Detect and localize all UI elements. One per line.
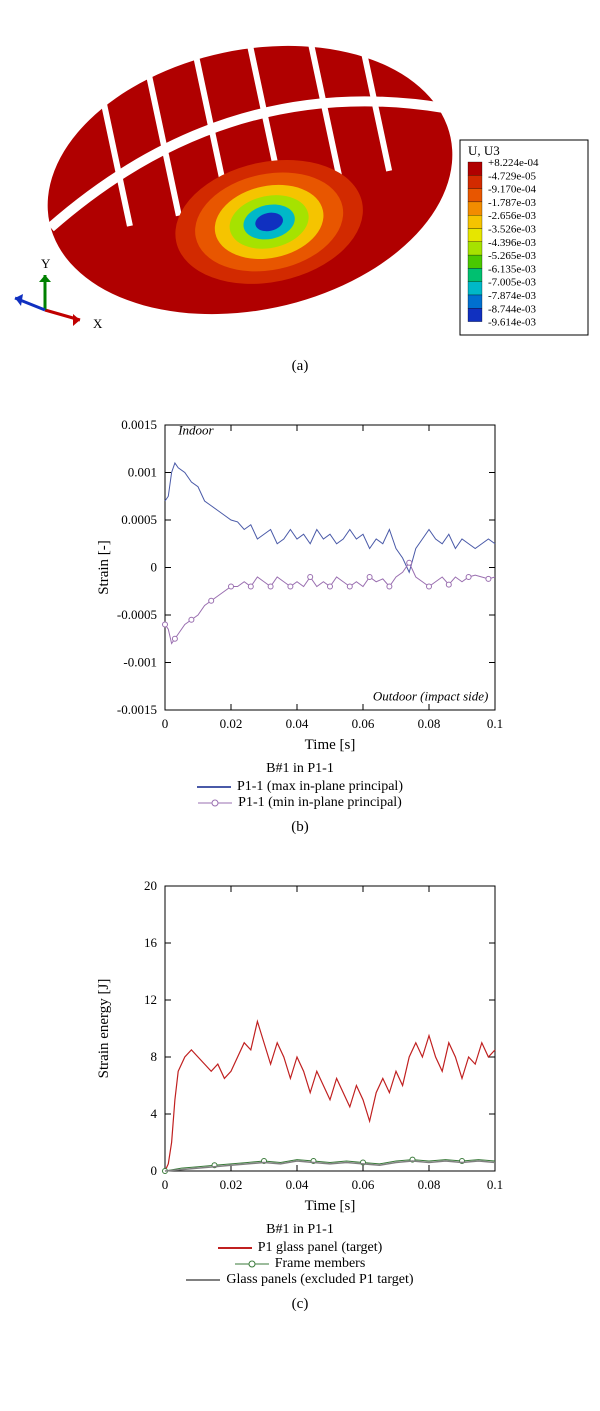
svg-text:20: 20	[144, 878, 157, 893]
svg-text:-0.0005: -0.0005	[117, 607, 157, 622]
svg-text:0.06: 0.06	[352, 1177, 375, 1192]
svg-text:-9.614e-03: -9.614e-03	[488, 317, 536, 329]
svg-text:Strain energy [J]: Strain energy [J]	[96, 979, 112, 1079]
svg-text:0.001: 0.001	[128, 465, 157, 480]
svg-text:-3.526e-03: -3.526e-03	[488, 224, 536, 236]
panel-b-legend: B#1 in P1-1 P1-1 (max in-plane principal…	[10, 761, 590, 811]
svg-text:0: 0	[151, 560, 158, 575]
svg-text:16: 16	[144, 935, 158, 950]
legend-entry: Glass panels (excluded P1 target)	[10, 1272, 590, 1288]
svg-text:U, U3: U, U3	[468, 143, 500, 158]
legend-entry: P1-1 (max in-plane principal)	[10, 779, 590, 795]
svg-text:0.1: 0.1	[487, 716, 503, 731]
panel-c: 0 0.02 0.04 0.06 0.08 0.1 0 4 8 12 16 20 Time [s] Str…	[10, 876, 590, 1313]
panel-a-label: (a)	[10, 358, 590, 375]
energy-chart: 0 0.02 0.04 0.06 0.08 0.1 0 4 8 12 16 20 Time [s] Str…	[90, 876, 510, 1216]
svg-text:0.08: 0.08	[418, 1177, 441, 1192]
svg-text:8: 8	[151, 1049, 158, 1064]
svg-text:0: 0	[162, 716, 169, 731]
svg-text:-4.396e-03: -4.396e-03	[488, 237, 536, 249]
svg-text:+8.224e-04: +8.224e-04	[488, 157, 539, 169]
svg-text:0.06: 0.06	[352, 716, 375, 731]
svg-text:0.08: 0.08	[418, 716, 441, 731]
svg-text:Y: Y	[41, 256, 51, 271]
svg-text:Indoor: Indoor	[177, 423, 214, 438]
svg-text:-5.265e-03: -5.265e-03	[488, 250, 536, 262]
svg-text:-7.874e-03: -7.874e-03	[488, 290, 536, 302]
panel-c-legend: B#1 in P1-1 P1 glass panel (target)Frame…	[10, 1222, 590, 1288]
svg-text:-8.744e-03: -8.744e-03	[488, 303, 536, 315]
svg-text:0: 0	[162, 1177, 169, 1192]
svg-text:0.04: 0.04	[286, 716, 309, 731]
svg-text:0.1: 0.1	[487, 1177, 503, 1192]
panel-b-label: (b)	[10, 819, 590, 836]
svg-text:X: X	[93, 316, 103, 331]
svg-text:-9.170e-04: -9.170e-04	[488, 184, 536, 196]
legend-entry: Frame members	[10, 1256, 590, 1272]
svg-text:-0.001: -0.001	[123, 655, 157, 670]
svg-text:4: 4	[151, 1106, 158, 1121]
svg-text:0.0015: 0.0015	[121, 417, 157, 432]
svg-text:12: 12	[144, 992, 157, 1007]
svg-text:0.02: 0.02	[220, 1177, 243, 1192]
svg-text:-2.656e-03: -2.656e-03	[488, 210, 536, 222]
svg-text:-0.0015: -0.0015	[117, 702, 157, 717]
svg-text:0.0005: 0.0005	[121, 512, 157, 527]
legend-c-title: B#1 in P1-1	[10, 1222, 590, 1238]
svg-text:Time [s]: Time [s]	[305, 1198, 356, 1214]
svg-text:0.04: 0.04	[286, 1177, 309, 1192]
legend-entry: P1 glass panel (target)	[10, 1240, 590, 1256]
svg-text:-1.787e-03: -1.787e-03	[488, 197, 536, 209]
svg-text:0.02: 0.02	[220, 716, 243, 731]
svg-text:-6.135e-03: -6.135e-03	[488, 263, 536, 275]
panel-a: XYZU, U3+8.224e-04-4.729e-05-9.170e-04-1…	[10, 10, 590, 375]
contour-plot: XYZU, U3+8.224e-04-4.729e-05-9.170e-04-1…	[10, 10, 590, 350]
legend-entry: P1-1 (min in-plane principal)	[10, 795, 590, 811]
panel-c-label: (c)	[10, 1296, 590, 1313]
svg-text:Strain [-]: Strain [-]	[96, 540, 112, 595]
panel-b: 0 0.02 0.04 0.06 0.08 0.1 -0.0015 -0.001 -0.0005…	[10, 415, 590, 836]
svg-text:-7.005e-03: -7.005e-03	[488, 277, 536, 289]
strain-chart: 0 0.02 0.04 0.06 0.08 0.1 -0.0015 -0.001 -0.0005…	[90, 415, 510, 755]
svg-text:0: 0	[151, 1163, 158, 1178]
svg-text:Outdoor (impact side): Outdoor (impact side)	[373, 689, 489, 704]
legend-b-title: B#1 in P1-1	[10, 761, 590, 777]
svg-text:Time [s]: Time [s]	[305, 737, 356, 753]
svg-text:-4.729e-05: -4.729e-05	[488, 170, 536, 182]
